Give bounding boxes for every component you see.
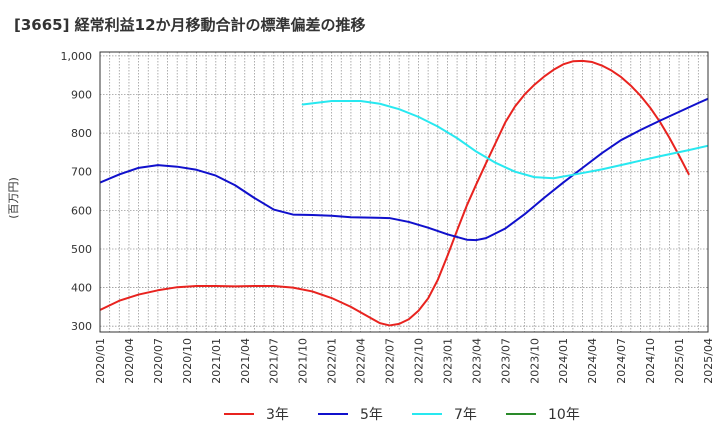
series-line-1	[100, 59, 690, 327]
series-line-2	[100, 97, 708, 242]
x-tick-label: 2022/07	[384, 338, 397, 384]
y-tick-label: 700	[71, 166, 92, 179]
x-tick-label: 2021/04	[239, 338, 252, 384]
x-tick-label: 2020/10	[181, 338, 194, 384]
x-tick-label: 2024/01	[557, 338, 570, 384]
x-tick-label: 2022/10	[412, 338, 425, 384]
y-tick-label: 500	[71, 243, 92, 256]
x-tick-label: 2021/10	[297, 338, 310, 384]
x-tick-label: 2020/07	[152, 338, 165, 384]
gridlines	[99, 52, 709, 332]
x-tick-label: 2024/10	[644, 338, 657, 384]
x-tick-label: 2023/10	[528, 338, 541, 384]
series-line-3	[301, 100, 708, 180]
x-axis-ticks: 2020/01 2020/04 2020/07 2020/10 2021/01 2021/…	[94, 338, 715, 384]
legend: 3年 5年 7年 10年	[224, 407, 580, 423]
x-tick-label: 2021/07	[268, 338, 281, 384]
x-tick-label: 2020/04	[123, 338, 136, 384]
x-tick-label: 2025/04	[702, 338, 715, 384]
x-tick-label: 2024/04	[586, 338, 599, 384]
y-tick-label: 800	[71, 127, 92, 140]
x-tick-label: 2024/07	[615, 338, 628, 384]
x-tick-label: 2022/01	[326, 338, 339, 384]
y-axis-label: (百万円)	[7, 177, 20, 219]
x-tick-label: 2022/04	[355, 338, 368, 384]
plot-frame	[99, 51, 709, 333]
y-tick-label: 400	[71, 282, 92, 295]
plot-background	[100, 52, 708, 332]
legend-label-1: 3年	[266, 407, 289, 423]
y-tick-label: 300	[71, 320, 92, 333]
x-tick-label: 2023/07	[499, 338, 512, 384]
legend-label-2: 5年	[360, 407, 383, 423]
series-lines	[100, 59, 708, 327]
chart-title: [3665] 経常利益12か月移動合計の標準偏差の推移	[14, 16, 366, 34]
y-tick-label: 900	[71, 88, 92, 101]
x-tick-label: 2025/01	[673, 338, 686, 384]
legend-label-3: 7年	[454, 407, 477, 423]
x-tick-label: 2023/01	[441, 338, 454, 384]
plot-border	[99, 51, 709, 333]
x-tick-label: 2021/01	[210, 338, 223, 384]
y-tick-label: 600	[71, 204, 92, 217]
plot-area	[100, 52, 708, 332]
y-tick-label: 1,000	[61, 50, 93, 63]
legend-label-4: 10年	[548, 407, 580, 423]
y-axis-ticks: 300 400 500 600 700 800 900 1,000	[61, 50, 93, 333]
x-tick-label: 2023/04	[470, 338, 483, 384]
x-tick-label: 2020/01	[94, 338, 107, 384]
